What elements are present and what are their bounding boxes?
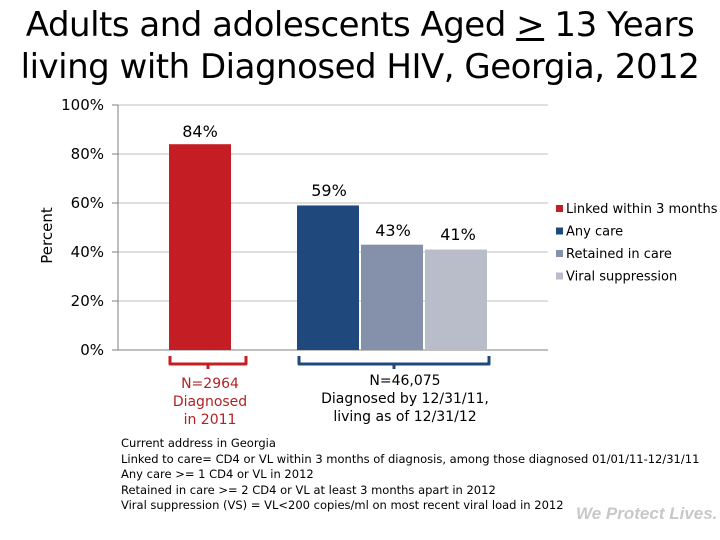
chart-title: Adults and adolescents Aged > 13 Years l… xyxy=(0,4,720,88)
y-tick-label: 20% xyxy=(71,292,104,310)
group-left-line-2: Diagnosed xyxy=(172,394,248,410)
title-line-1: Adults and adolescents Aged > 13 Years xyxy=(0,4,720,46)
brand-logo-text: We Protect Lives. xyxy=(576,504,718,523)
data-label: 41% xyxy=(440,225,476,244)
y-tick-label: 80% xyxy=(71,145,104,163)
footnote: Retained in care >= 2 CD4 or VL at least… xyxy=(121,482,496,497)
legend-swatch xyxy=(556,250,563,257)
title-line-2: living with Diagnosed HIV, Georgia, 2012 xyxy=(20,47,700,87)
legend-swatch xyxy=(556,272,563,280)
group-left-line-1: N=2964 xyxy=(181,376,239,392)
legend-swatch xyxy=(556,205,563,212)
bar-linked-within-3-months xyxy=(169,144,231,350)
legend-entry: Viral suppression xyxy=(566,270,677,285)
y-tick-label: 60% xyxy=(71,194,104,212)
data-label: 59% xyxy=(311,181,347,200)
bar-viral-suppression xyxy=(425,249,487,350)
y-tick-label: 40% xyxy=(71,243,104,261)
group-right-line-2: Diagnosed by 12/31/11, xyxy=(321,391,489,407)
y-axis-label: Percent xyxy=(38,207,56,264)
footnote: Linked to care= CD4 or VL within 3 month… xyxy=(121,451,700,466)
data-label: 43% xyxy=(375,221,411,240)
legend-entry: Retained in care xyxy=(566,247,672,262)
group-label-2012: N=46,075 Diagnosed by 12/31/11, living a… xyxy=(305,372,505,426)
group-right-line-1: N=46,075 xyxy=(369,373,441,389)
footnote: Viral suppression (VS) = VL<200 copies/m… xyxy=(121,498,564,513)
legend-entry: Linked within 3 months xyxy=(566,202,718,217)
group-label-2011: N=2964 Diagnosed in 2011 xyxy=(150,375,270,429)
y-tick-label: 0% xyxy=(80,341,104,359)
title-prefix: Adults and adolescents Aged xyxy=(25,5,517,45)
data-label: 84% xyxy=(182,122,218,141)
footnote: Any care >= 1 CD4 or VL in 2012 xyxy=(121,467,314,482)
group-right-line-3: living as of 12/31/12 xyxy=(333,409,477,425)
title-suffix: 13 Years xyxy=(544,5,695,45)
group-left-line-3: in 2011 xyxy=(183,412,237,428)
bar-retained-in-care xyxy=(361,244,423,350)
legend-swatch xyxy=(556,227,563,235)
y-tick-label: 100% xyxy=(61,96,104,114)
group-bracket-right xyxy=(297,356,491,369)
title-gte-symbol: > xyxy=(516,5,545,45)
group-bracket-left xyxy=(168,356,248,369)
legend-entry: Any care xyxy=(566,225,623,240)
footnote: Current address in Georgia xyxy=(121,436,276,450)
footnotes: Current address in Georgia Linked to car… xyxy=(121,436,716,514)
bar-any-care xyxy=(297,205,359,350)
